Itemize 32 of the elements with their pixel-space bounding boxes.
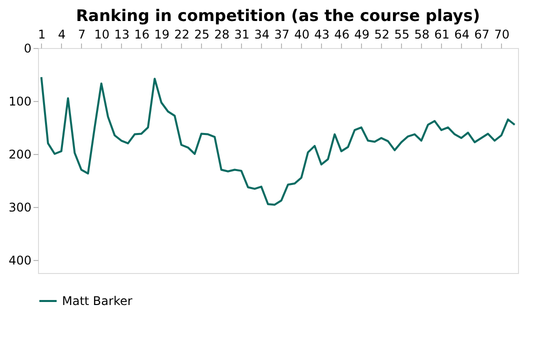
chart-title: Ranking in competition (as the course plays) [76, 6, 480, 25]
x-tick-label: 61 [434, 28, 450, 42]
y-tick-label: 100 [8, 94, 32, 108]
legend-label: Matt Barker [62, 294, 132, 308]
x-tick-label: 16 [134, 28, 150, 42]
x-tick-label: 37 [274, 28, 290, 42]
x-tick-label: 28 [214, 28, 230, 42]
x-tick-label: 70 [494, 28, 510, 42]
y-tick-label: 400 [8, 253, 32, 268]
x-tick-label: 34 [254, 28, 270, 42]
x-tick-label: 67 [474, 28, 490, 42]
x-tick-label: 43 [314, 28, 330, 42]
y-tick-label: 300 [8, 200, 32, 214]
x-tick-label: 40 [294, 28, 310, 42]
x-tick-label: 55 [394, 28, 410, 42]
x-tick-label: 10 [94, 28, 110, 42]
y-tick-label: 0 [24, 42, 32, 56]
x-tick-label: 64 [454, 28, 470, 42]
line-series [40, 76, 516, 206]
x-tick-label: 58 [414, 28, 430, 42]
x-tick-label: 52 [374, 28, 390, 42]
x-tick-label: 13 [114, 28, 130, 42]
x-tick-label: 25 [194, 28, 210, 42]
y-tick-label: 200 [8, 147, 32, 162]
x-tick-label: 46 [334, 28, 350, 42]
x-tick-label: 49 [354, 28, 370, 42]
x-tick-label: 19 [154, 28, 170, 42]
x-tick-label: 4 [58, 28, 66, 42]
x-tick-label: 31 [234, 28, 250, 42]
x-tick-label: 1 [38, 28, 46, 42]
x-tick-label: 22 [174, 28, 190, 42]
x-tick-label: 7 [78, 28, 86, 42]
